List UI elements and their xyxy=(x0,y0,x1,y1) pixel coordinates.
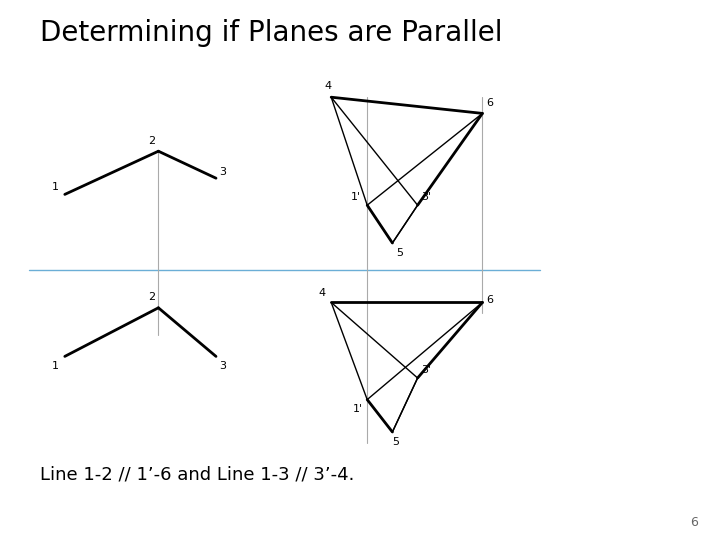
Text: 4: 4 xyxy=(318,288,325,298)
Text: Line 1-2 // 1’-6 and Line 1-3 // 3’-4.: Line 1-2 // 1’-6 and Line 1-3 // 3’-4. xyxy=(40,465,354,483)
Text: Determining if Planes are Parallel: Determining if Planes are Parallel xyxy=(40,19,502,47)
Text: 3': 3' xyxy=(421,365,431,375)
Text: 3: 3 xyxy=(220,361,227,371)
Text: 6: 6 xyxy=(487,295,494,305)
Text: 1': 1' xyxy=(351,192,361,202)
Text: 1': 1' xyxy=(353,404,363,414)
Text: 3: 3 xyxy=(220,167,227,177)
Text: 5: 5 xyxy=(392,437,399,448)
Text: 6: 6 xyxy=(487,98,494,108)
Text: 5: 5 xyxy=(396,248,403,259)
Text: 4: 4 xyxy=(324,80,331,91)
Text: 3': 3' xyxy=(421,192,431,202)
Text: 1: 1 xyxy=(52,361,59,371)
Text: 6: 6 xyxy=(690,516,698,529)
Text: 2: 2 xyxy=(148,136,155,146)
Text: 2: 2 xyxy=(148,292,155,302)
Text: 1: 1 xyxy=(52,181,59,192)
